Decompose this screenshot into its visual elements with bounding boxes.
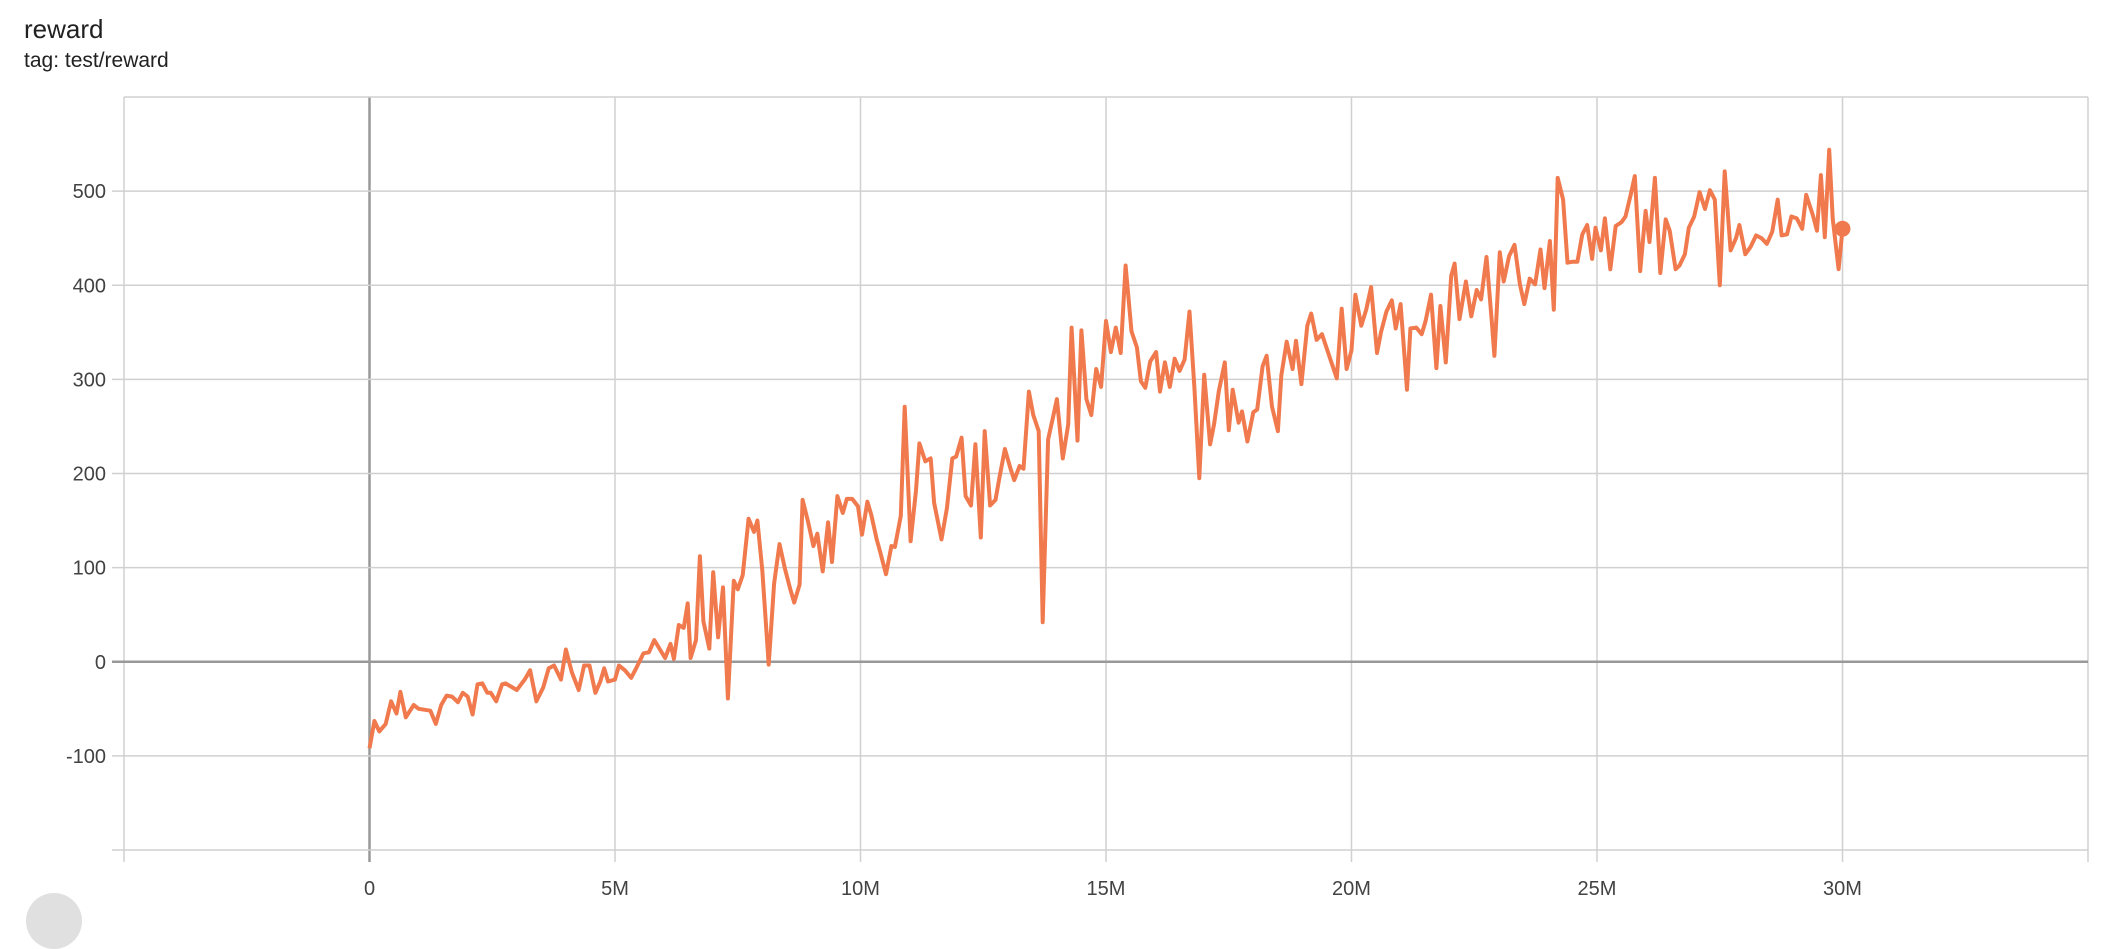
tick-labels: 0 5M 10M 15M 20M 25M 30M -100 0 100 200 300 400 500 [66,181,1862,900]
x-tick-label: 15M [1087,878,1126,900]
series [367,147,1851,749]
last-point-marker [1834,220,1851,237]
y-tick-label: 200 [73,464,106,486]
y-tick-label: -100 [66,746,106,768]
reward-series-line [367,147,1845,749]
y-tick-label: 100 [73,558,106,580]
y-tick-label: 400 [73,275,106,297]
x-tick-label: 10M [841,878,880,900]
y-tick-label: 500 [73,181,106,203]
y-tick-label: 300 [73,369,106,391]
x-tick-label: 20M [1332,878,1371,900]
fit-domain-button[interactable] [26,893,82,949]
y-tick-label: 0 [95,652,106,674]
x-tick-label: 5M [601,878,629,900]
x-tick-label: 30M [1823,878,1862,900]
reward-chart: 0 5M 10M 15M 20M 25M 30M -100 0 100 200 300 400 500 [66,96,2089,900]
chart-title: reward [24,14,104,44]
chart-tag: tag: test/reward [24,49,169,72]
grid [112,97,2089,862]
x-tick-label: 25M [1578,878,1617,900]
x-tick-label: 0 [364,878,375,900]
